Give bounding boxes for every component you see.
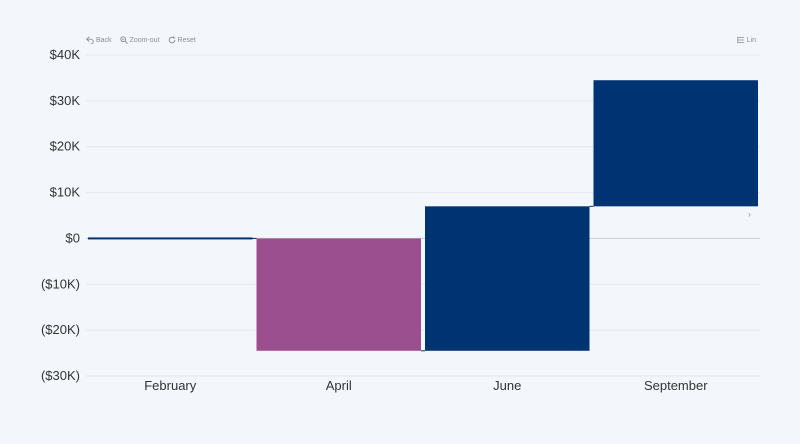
y-tick-label: ($20K): [41, 322, 80, 337]
back-arrow-icon: [86, 36, 94, 44]
bars: [88, 80, 758, 351]
zoom-out-icon: [119, 36, 128, 44]
reset-label: Reset: [177, 36, 196, 44]
x-tick-label: April: [326, 378, 352, 393]
y-tick-label: ($10K): [41, 276, 80, 291]
y-tick-label: $0: [66, 230, 80, 245]
connector-lines: [252, 205, 594, 352]
x-tick-label: June: [493, 378, 521, 393]
back-label: Back: [96, 36, 112, 44]
bar-april[interactable]: [256, 238, 422, 351]
y-tick-label: ($30K): [41, 368, 80, 383]
x-tick-label: September: [644, 378, 708, 393]
reset-button[interactable]: Reset: [168, 36, 196, 44]
y-tick-label: $40K: [50, 47, 81, 62]
bar-september[interactable]: [593, 80, 759, 207]
reset-icon: [168, 36, 175, 44]
y-axis: $40K $30K $20K $10K $0 ($10K) ($20K) ($30K): [41, 47, 80, 383]
bar-february[interactable]: [88, 237, 253, 240]
y-tick-label: $30K: [50, 93, 81, 108]
chart-toolbar: Back Zoom-out Reset: [86, 36, 196, 44]
bar-june[interactable]: [425, 206, 590, 351]
view-toggle-button[interactable]: Lin: [737, 36, 756, 44]
list-icon: [737, 36, 744, 44]
x-axis: February April June September: [144, 378, 708, 393]
x-tick-label: February: [144, 378, 197, 393]
y-tick-label: $10K: [50, 185, 81, 200]
chevron-right-icon[interactable]: ›: [748, 209, 751, 219]
zoom-out-label: Zoom-out: [129, 36, 160, 44]
view-toggle-label: Lin: [746, 36, 756, 44]
back-button[interactable]: Back: [86, 36, 112, 44]
y-tick-label: $20K: [50, 139, 81, 154]
zoom-out-button[interactable]: Zoom-out: [119, 36, 160, 44]
